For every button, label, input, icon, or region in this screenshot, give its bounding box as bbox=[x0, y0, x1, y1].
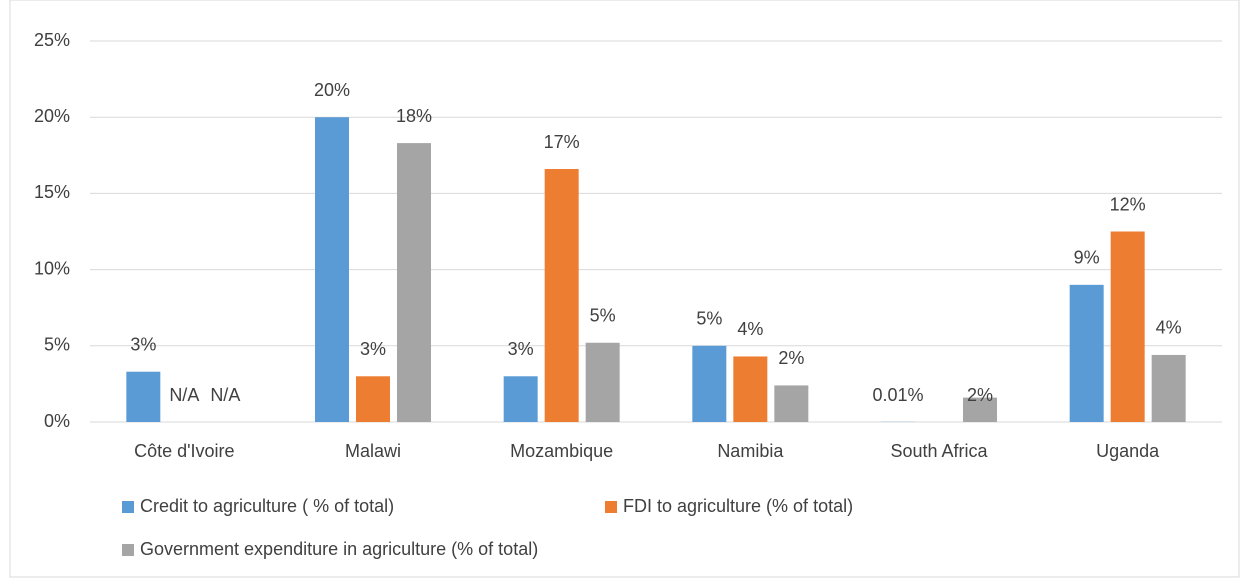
legend-label: Government expenditure in agriculture (%… bbox=[140, 539, 538, 559]
data-label: 20% bbox=[314, 80, 350, 100]
bar bbox=[692, 346, 726, 422]
y-tick-label: 15% bbox=[34, 182, 70, 202]
data-label: 12% bbox=[1110, 194, 1146, 214]
x-tick-label: South Africa bbox=[890, 441, 988, 461]
x-tick-label: Uganda bbox=[1096, 441, 1160, 461]
data-label: 3% bbox=[360, 339, 386, 359]
data-label: 18% bbox=[396, 106, 432, 126]
data-label: N/A bbox=[210, 385, 240, 405]
x-tick-label: Malawi bbox=[345, 441, 401, 461]
legend-swatch bbox=[122, 501, 134, 513]
legend-swatch bbox=[605, 501, 617, 513]
data-label: 4% bbox=[1156, 318, 1182, 338]
x-tick-label: Namibia bbox=[717, 441, 784, 461]
chart-border bbox=[10, 0, 1239, 577]
y-tick-label: 25% bbox=[34, 30, 70, 50]
bar bbox=[545, 169, 579, 422]
data-label: 4% bbox=[737, 319, 763, 339]
bar bbox=[1070, 285, 1104, 422]
legend-swatch bbox=[122, 544, 134, 556]
bar bbox=[315, 117, 349, 422]
data-label: N/A bbox=[169, 385, 199, 405]
data-label: 3% bbox=[130, 334, 156, 354]
bar bbox=[733, 356, 767, 422]
data-label: 3% bbox=[508, 339, 534, 359]
bar bbox=[504, 376, 538, 422]
bar bbox=[1111, 232, 1145, 423]
y-tick-label: 0% bbox=[44, 411, 70, 431]
bar bbox=[774, 385, 808, 422]
bar bbox=[586, 343, 620, 422]
bar bbox=[356, 376, 390, 422]
x-tick-label: Mozambique bbox=[510, 441, 613, 461]
y-tick-label: 5% bbox=[44, 335, 70, 355]
data-label: 2% bbox=[778, 348, 804, 368]
y-tick-label: 10% bbox=[34, 258, 70, 278]
data-label: 5% bbox=[590, 306, 616, 326]
legend-label: Credit to agriculture ( % of total) bbox=[140, 496, 394, 516]
bar bbox=[397, 143, 431, 422]
data-label: 5% bbox=[696, 309, 722, 329]
data-label: 17% bbox=[544, 132, 580, 152]
data-label: 0.01% bbox=[872, 385, 923, 405]
legend-label: FDI to agriculture (% of total) bbox=[623, 496, 853, 516]
x-tick-label: Côte d'Ivoire bbox=[134, 441, 235, 461]
y-tick-label: 20% bbox=[34, 106, 70, 126]
bar bbox=[1152, 355, 1186, 422]
data-label: 2% bbox=[967, 385, 993, 405]
bar bbox=[126, 372, 160, 422]
data-label: 9% bbox=[1074, 248, 1100, 268]
